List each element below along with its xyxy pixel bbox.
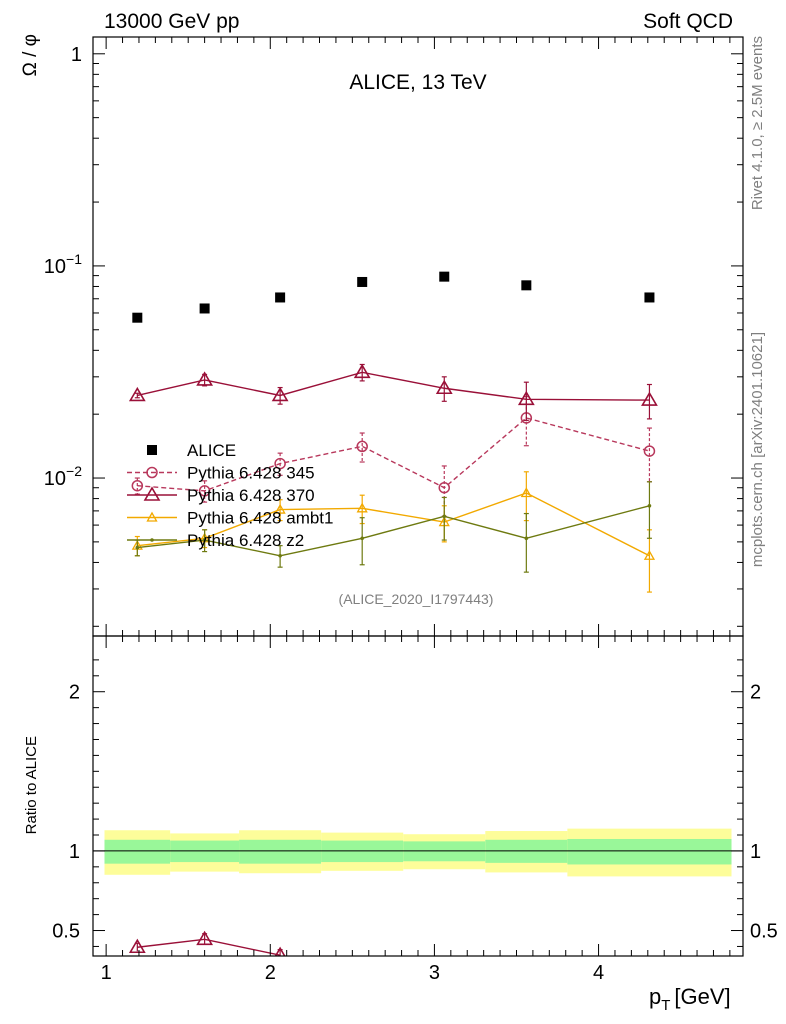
legend-marker-p345 bbox=[146, 466, 158, 479]
data-point-z2 bbox=[524, 536, 529, 541]
legend-marker-p370 bbox=[143, 486, 161, 501]
data-point-p345 bbox=[131, 479, 144, 492]
series-line-p370 bbox=[137, 371, 650, 401]
energy-label: 13000 GeV pp bbox=[104, 10, 239, 33]
series-z2 bbox=[134, 481, 652, 573]
data-point-alice bbox=[521, 280, 532, 291]
uncertainty-band-inner bbox=[567, 838, 732, 865]
legend-item-z2: Pythia 6.428 z2 bbox=[127, 531, 304, 550]
ratio-y-tick-label-left: 0.5 bbox=[52, 921, 80, 943]
y-tick-label-base: 10 bbox=[44, 256, 66, 278]
data-point-p370 bbox=[517, 390, 535, 406]
x-tick-label: 4 bbox=[593, 962, 604, 984]
legend-item-p345: Pythia 6.428 345 bbox=[127, 464, 315, 483]
data-point-p370 bbox=[353, 363, 371, 379]
x-tick-label: 2 bbox=[265, 962, 276, 984]
data-point-alice bbox=[132, 312, 143, 323]
data-point-ambt1 bbox=[520, 487, 532, 498]
y-tick-label: 10−1 bbox=[44, 251, 82, 278]
x-axis-title-symbol: p bbox=[649, 984, 661, 1009]
uncertainty-band-inner bbox=[104, 839, 171, 864]
data-point-alice bbox=[275, 292, 286, 303]
series-p345 bbox=[131, 396, 656, 517]
y-tick-label: 10−2 bbox=[44, 463, 82, 490]
legend-item-ambt1: Pythia 6.428 ambt1 bbox=[127, 509, 333, 528]
data-point-ambt1 bbox=[274, 503, 286, 514]
ratio-y-tick-label-right: 2 bbox=[750, 682, 761, 704]
y-tick-label-exponent: −1 bbox=[66, 251, 82, 267]
ratio-y-tick-label-left: 2 bbox=[69, 682, 80, 704]
ratio-series-p370 bbox=[128, 930, 286, 956]
main-panel: 110−110−2 bbox=[44, 36, 744, 637]
data-point-z2 bbox=[647, 503, 652, 508]
data-point-z2 bbox=[360, 536, 364, 541]
legend-marker-z2 bbox=[150, 538, 154, 542]
legend-label-ambt1: Pythia 6.428 ambt1 bbox=[187, 509, 333, 528]
data-point-alice bbox=[439, 271, 450, 282]
data-point-z2 bbox=[135, 545, 140, 550]
x-axis-title-subscript: T bbox=[661, 997, 670, 1014]
x-tick-label: 1 bbox=[101, 962, 112, 984]
data-point-z2 bbox=[202, 538, 207, 542]
mcplots-label: mcplots.cern.ch [arXiv:2401.10621] bbox=[749, 332, 766, 567]
data-point-p370 bbox=[641, 391, 658, 406]
data-point-p370 bbox=[128, 386, 146, 402]
ratio-y-tick-label-right: 0.5 bbox=[750, 921, 778, 943]
data-point-p345 bbox=[274, 457, 286, 470]
ratio-point-p370 bbox=[128, 938, 146, 954]
data-point-p370 bbox=[435, 379, 453, 395]
ratio-line-p370 bbox=[137, 938, 281, 956]
process-label: Soft QCD bbox=[643, 10, 733, 33]
ratio-point-p370 bbox=[274, 946, 286, 956]
ratio-frame bbox=[92, 635, 744, 957]
data-point-alice bbox=[644, 292, 655, 303]
data-point-alice bbox=[199, 303, 210, 314]
legend-marker-alice bbox=[147, 445, 157, 455]
data-point-alice bbox=[357, 276, 368, 287]
uncertainty-band-inner bbox=[239, 839, 322, 864]
legend-label-p370: Pythia 6.428 370 bbox=[187, 486, 315, 505]
y-tick-label-exponent: −2 bbox=[66, 463, 82, 479]
legend-label-p345: Pythia 6.428 345 bbox=[187, 464, 315, 483]
y-tick-label-base: 10 bbox=[44, 468, 66, 490]
data-point-ambt1 bbox=[356, 502, 368, 513]
y-tick-label-base: 1 bbox=[71, 44, 82, 66]
legend-marker-ambt1 bbox=[146, 511, 158, 522]
data-point-p370 bbox=[271, 386, 289, 402]
data-point-p345 bbox=[356, 440, 368, 453]
analysis-id: (ALICE_2020_I1797443) bbox=[339, 591, 494, 607]
data-point-p345 bbox=[643, 445, 656, 457]
x-axis-title-unit: [GeV] bbox=[674, 984, 730, 1009]
x-tick-label: 3 bbox=[429, 962, 440, 984]
x-axis-title: pT [GeV] bbox=[649, 984, 731, 1014]
series-alice bbox=[132, 271, 655, 323]
legend: ALICE Pythia 6.428 345 Pythia 6.428 370 Pyt… bbox=[127, 441, 333, 550]
data-point-ambt1 bbox=[643, 549, 656, 560]
legend-label-z2: Pythia 6.428 z2 bbox=[187, 531, 304, 550]
legend-item-alice: ALICE bbox=[147, 441, 236, 460]
data-point-p345 bbox=[438, 481, 451, 494]
y-tick-label: 1 bbox=[71, 44, 82, 66]
legend-item-p370: Pythia 6.428 370 bbox=[127, 486, 315, 505]
ratio-y-axis-title: Ratio to ALICE bbox=[23, 736, 40, 834]
chart-title: ALICE, 13 TeV bbox=[349, 71, 486, 94]
ratio-y-tick-label-right: 1 bbox=[750, 841, 761, 863]
data-point-z2 bbox=[442, 514, 447, 519]
ratio-point-p370 bbox=[196, 930, 214, 946]
ratio-y-tick-label-left: 1 bbox=[69, 841, 80, 863]
data-point-p370 bbox=[196, 371, 214, 386]
main-y-axis-title: Ω / φ bbox=[20, 34, 41, 76]
ratio-panel: 0.5 0.5 1 1 2 2 1 2 3 4 bbox=[52, 635, 778, 984]
legend-label-alice: ALICE bbox=[187, 441, 236, 460]
series-p370 bbox=[128, 363, 658, 421]
data-point-p345 bbox=[198, 485, 211, 497]
rivet-label: Rivet 4.1.0, ≥ 2.5M events bbox=[749, 36, 766, 210]
data-point-z2 bbox=[278, 553, 282, 558]
